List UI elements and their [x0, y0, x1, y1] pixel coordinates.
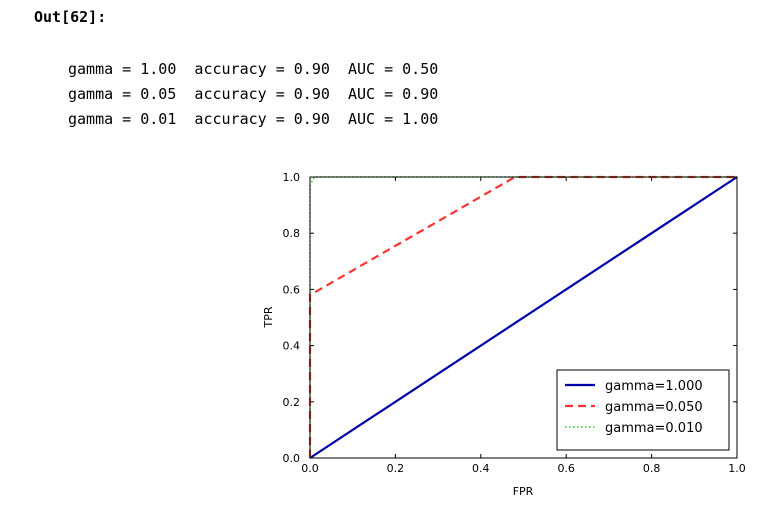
y-tick-label: 0.6: [283, 283, 301, 296]
series-line: [309, 176, 738, 459]
legend-label: gamma=1.000: [605, 379, 703, 394]
stdout-line: gamma = 1.00 accuracy = 0.90 AUC = 0.50: [68, 60, 439, 78]
x-tick-label: 0.8: [643, 462, 661, 475]
x-tick-label: 0.6: [557, 462, 575, 475]
x-tick-label: 0.4: [472, 462, 490, 475]
x-tick-label: 0.2: [387, 462, 405, 475]
plot-area: 0.0 0.2 0.4 0.6 0.8 1.0 0.0 0.2 0.4 0.6 0.8 1.0 gamm…: [283, 171, 746, 475]
y-axis-label: TPR: [262, 306, 275, 328]
x-axis-label: FPR: [513, 485, 534, 498]
stdout-line: gamma = 0.05 accuracy = 0.90 AUC = 0.90: [68, 85, 439, 103]
legend-box: [556, 369, 730, 451]
legend-label: gamma=0.010: [605, 421, 703, 436]
axes-frame: [309, 176, 738, 459]
output-prompt: Out[62]:: [34, 8, 107, 26]
x-tick-label: 1.0: [728, 462, 746, 475]
stdout-line: gamma = 0.01 accuracy = 0.90 AUC = 1.00: [68, 110, 439, 128]
y-tick-label: 0.8: [283, 227, 301, 240]
x-tick-label: 0.0: [301, 462, 319, 475]
y-tick-label: 1.0: [283, 171, 301, 184]
y-tick-label: 0.0: [283, 452, 301, 465]
y-tick-label: 0.4: [283, 340, 301, 353]
stdout-block: gamma = 1.00 accuracy = 0.90 AUC = 0.50 …: [68, 57, 438, 132]
y-tick-label: 0.2: [283, 396, 301, 409]
legend-label: gamma=0.050: [605, 400, 703, 415]
